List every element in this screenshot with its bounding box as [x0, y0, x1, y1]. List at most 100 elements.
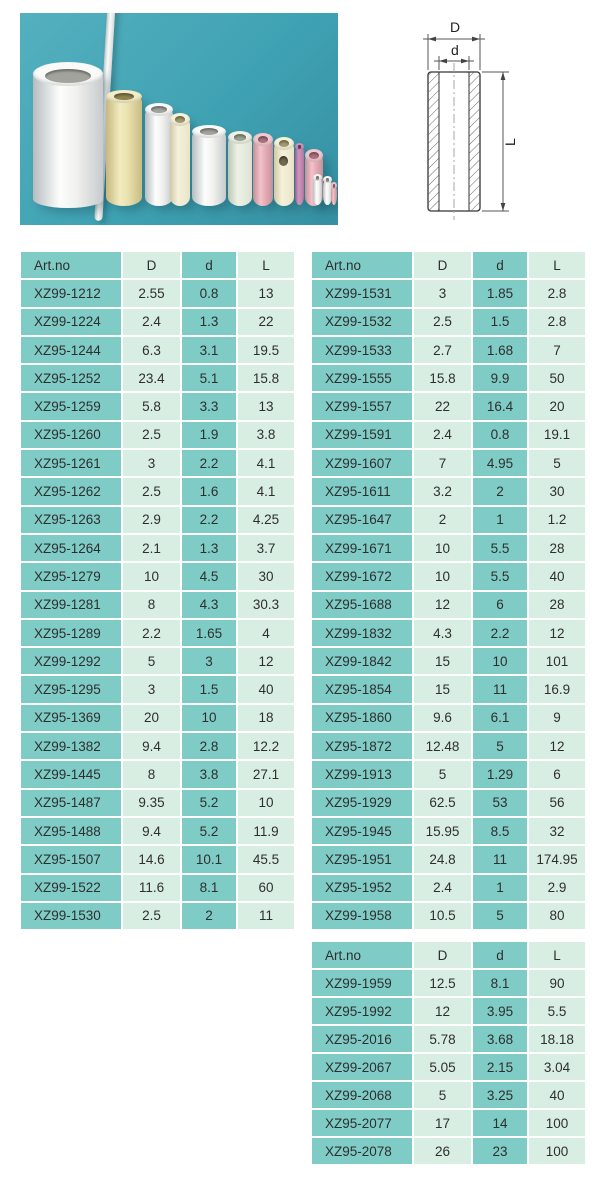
table-row: XZ95-1929 62.5 53 56 — [312, 789, 585, 816]
value-cell: 10 — [238, 789, 294, 816]
value-cell: 2.7 — [414, 336, 471, 364]
table-row: XZ99-1959 12.5 8.1 90 — [312, 970, 585, 996]
table-row: XZ95-1507 14.6 10.1 45.5 — [21, 846, 294, 873]
value-cell: 10 — [182, 704, 236, 732]
value-cell: 9 — [529, 704, 585, 732]
value-cell: 30 — [529, 478, 585, 505]
value-cell: 3.8 — [238, 421, 294, 449]
value-cell: 0.8 — [182, 280, 236, 307]
value-cell: 10.5 — [414, 902, 471, 930]
value-cell: 8 — [123, 591, 180, 618]
ceramic-tube — [295, 143, 304, 205]
column-header-d: d — [473, 252, 527, 279]
art-no-cell: XZ95-1611 — [312, 478, 412, 505]
column-header-art-no: Art.no — [312, 942, 412, 968]
table-row: XZ99-1555 15.8 9.9 50 — [312, 365, 585, 392]
arrowhead — [439, 58, 447, 64]
table-row: XZ95-1279 10 4.5 30 — [21, 563, 294, 590]
value-cell: 24.8 — [414, 846, 471, 873]
table-row: XZ99-1913 5 1.29 6 — [312, 761, 585, 788]
art-no-cell: XZ99-2067 — [312, 1054, 412, 1080]
value-cell: 53 — [473, 789, 527, 816]
value-cell: 22 — [414, 393, 471, 420]
value-cell: 2.5 — [414, 308, 471, 335]
value-cell: 12.5 — [414, 970, 471, 996]
table-row: XZ99-1671 10 5.5 28 — [312, 534, 585, 562]
art-no-cell: XZ99-1591 — [312, 421, 412, 449]
art-no-cell: XZ99-1281 — [21, 591, 121, 618]
art-no-cell: XZ95-1263 — [21, 506, 121, 533]
value-cell: 9.35 — [123, 789, 180, 816]
value-cell: 2.9 — [529, 874, 585, 901]
value-cell: 6 — [473, 591, 527, 618]
value-cell: 2 — [414, 506, 471, 533]
table-row: XZ95-1289 2.2 1.65 4 — [21, 619, 294, 647]
value-cell: 3 — [123, 450, 180, 477]
value-cell: 2.4 — [123, 308, 180, 335]
value-cell: 12 — [529, 733, 585, 760]
table-row: XZ95-1487 9.35 5.2 10 — [21, 789, 294, 816]
value-cell: 22 — [238, 308, 294, 335]
value-cell: 5 — [414, 1082, 471, 1108]
ceramic-tube — [192, 125, 226, 206]
table-row: XZ95-1252 23.4 5.1 15.8 — [21, 365, 294, 392]
art-no-cell: XZ95-1279 — [21, 563, 121, 590]
value-cell: 1.2 — [529, 506, 585, 533]
value-cell: 23 — [473, 1138, 527, 1164]
table-row: XZ95-1259 5.8 3.3 13 — [21, 393, 294, 420]
arrowhead — [461, 58, 469, 64]
value-cell: 27.1 — [238, 761, 294, 788]
value-cell: 1 — [473, 506, 527, 533]
value-cell: 1.29 — [473, 761, 527, 788]
value-cell: 28 — [529, 534, 585, 562]
table-row: XZ95-1261 3 2.2 4.1 — [21, 450, 294, 477]
value-cell: 3.7 — [238, 534, 294, 562]
table-row: XZ95-1860 9.6 6.1 9 — [312, 704, 585, 732]
value-cell: 1.3 — [182, 534, 236, 562]
value-cell: 8 — [123, 761, 180, 788]
arrowhead — [472, 36, 480, 42]
value-cell: 5.5 — [473, 563, 527, 590]
value-cell: 3 — [414, 280, 471, 307]
value-cell: 4.3 — [414, 619, 471, 647]
value-cell: 1.65 — [182, 619, 236, 647]
value-cell: 2.55 — [123, 280, 180, 307]
value-cell: 7 — [414, 450, 471, 477]
value-cell: 2.5 — [123, 478, 180, 505]
value-cell: 8.1 — [473, 970, 527, 996]
art-no-cell: XZ95-1487 — [21, 789, 121, 816]
table-row: XZ95-1264 2.1 1.3 3.7 — [21, 534, 294, 562]
table-row: XZ99-1530 2.5 2 11 — [21, 902, 294, 930]
value-cell: 32 — [529, 817, 585, 845]
art-no-cell: XZ95-1647 — [312, 506, 412, 533]
ceramic-tube — [33, 62, 103, 208]
value-cell: 18.18 — [529, 1026, 585, 1052]
value-cell: 17 — [414, 1110, 471, 1136]
column-header-d: d — [473, 942, 527, 968]
value-cell: 2.8 — [182, 733, 236, 760]
table-row: XZ99-1842 15 10 101 — [312, 648, 585, 675]
value-cell: 5 — [473, 733, 527, 760]
value-cell: 2.9 — [123, 506, 180, 533]
art-no-cell: XZ95-1488 — [21, 817, 121, 845]
value-cell: 9.4 — [123, 733, 180, 760]
art-no-cell: XZ95-1369 — [21, 704, 121, 732]
value-cell: 10.1 — [182, 846, 236, 873]
table-row: XZ95-2016 5.78 3.68 18.18 — [312, 1026, 585, 1052]
value-cell: 2.2 — [182, 450, 236, 477]
art-no-cell: XZ95-1688 — [312, 591, 412, 618]
table-row: XZ99-1958 10.5 5 80 — [312, 902, 585, 930]
table-row: XZ99-2067 5.05 2.15 3.04 — [312, 1054, 585, 1080]
value-cell: 7 — [529, 336, 585, 364]
value-cell: 2.4 — [414, 421, 471, 449]
value-cell: 4 — [238, 619, 294, 647]
value-cell: 4.25 — [238, 506, 294, 533]
value-cell: 15 — [414, 676, 471, 703]
art-no-cell: XZ99-2068 — [312, 1082, 412, 1108]
column-header-art-no: Art.no — [312, 252, 412, 279]
art-no-cell: XZ95-1992 — [312, 998, 412, 1024]
value-cell: 1.6 — [182, 478, 236, 505]
value-cell: 90 — [529, 970, 585, 996]
